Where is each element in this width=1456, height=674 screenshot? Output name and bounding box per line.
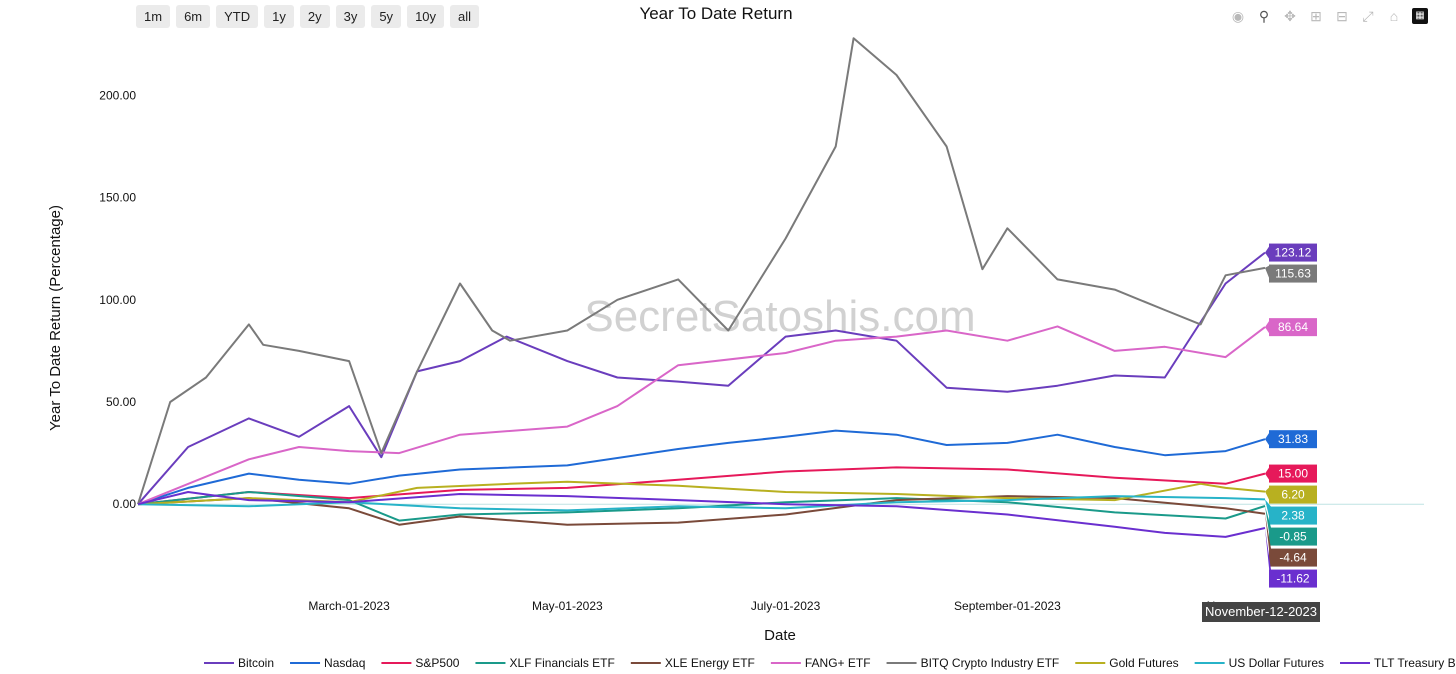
x-tick-label: September-01-2023: [954, 599, 1061, 613]
range-button-1y[interactable]: 1y: [264, 5, 294, 28]
y-tick-label: 200.00: [99, 88, 136, 102]
y-tick-label: 150.00: [99, 191, 136, 205]
camera-icon[interactable]: ◉: [1231, 8, 1245, 24]
legend-label: XLE Energy ETF: [665, 656, 755, 670]
end-label-value: -4.64: [1279, 551, 1307, 565]
end-label-box: [1269, 243, 1317, 262]
y-tick-label: 100.00: [99, 293, 136, 307]
range-button-2y[interactable]: 2y: [299, 5, 330, 28]
end-label-value: 123.12: [1275, 246, 1312, 260]
end-label-box: [1269, 569, 1317, 588]
range-selector: 1m 6m YTD 1y 2y 3y 5y 10y all: [136, 5, 480, 28]
y-tick-label: 50.00: [106, 395, 136, 409]
range-button-6m[interactable]: 6m: [176, 5, 211, 28]
hover-label: November-12-2023: [1202, 602, 1320, 622]
range-button-all[interactable]: all: [450, 5, 480, 28]
legend-item[interactable]: Nasdaq: [290, 656, 365, 670]
series-lines: [137, 37, 1266, 538]
series-line-us-dollar-futures[interactable]: [137, 495, 1266, 512]
end-label-value: 6.20: [1281, 488, 1305, 502]
range-button-3y[interactable]: 3y: [335, 5, 366, 28]
pan-icon[interactable]: ✥: [1284, 8, 1296, 24]
series-line-tlt-treasury-bond-etf[interactable]: [137, 491, 1266, 538]
legend-label: Gold Futures: [1109, 656, 1178, 670]
range-button-1m[interactable]: 1m: [136, 5, 171, 28]
series-line-bitq-crypto-industry-etf[interactable]: [137, 37, 1266, 505]
legend-label: US Dollar Futures: [1229, 656, 1324, 670]
plotly-logo-icon[interactable]: ▦: [1412, 8, 1428, 24]
end-label-value: 31.83: [1278, 432, 1308, 446]
end-label-value: -0.85: [1279, 530, 1307, 544]
legend-item[interactable]: Gold Futures: [1075, 656, 1179, 670]
legend-label: FANG+ ETF: [805, 656, 871, 670]
chart-title: Year To Date Return: [639, 4, 792, 23]
x-tick-label: March-01-2023: [308, 599, 390, 613]
x-axis: March-01-2023 May-01-2023 July-01-2023 Sept…: [308, 599, 1244, 613]
y-tick-label: 0.00: [113, 497, 137, 511]
zoom-in-icon[interactable]: ⊞: [1310, 8, 1322, 24]
end-label-box: [1269, 527, 1317, 546]
x-tick-label: July-01-2023: [751, 599, 821, 613]
end-label-box: [1269, 430, 1317, 449]
end-label-value: 115.63: [1275, 267, 1311, 281]
end-label-value: -11.62: [1276, 572, 1309, 586]
range-button-10y[interactable]: 10y: [407, 5, 445, 28]
legend-item[interactable]: XLE Energy ETF: [630, 656, 755, 670]
end-label-pointer: [1265, 513, 1271, 567]
end-label-box: [1269, 548, 1317, 567]
legend-label: TLT Treasury Bond ETF: [1374, 656, 1456, 670]
zoom-icon[interactable]: ⚲: [1258, 8, 1270, 24]
legend: Bitcoin Nasdaq S&P500 XLF Financials ETF XLE…: [204, 656, 1456, 670]
legend-label: XLF Financials ETF: [509, 656, 614, 670]
y-axis-title: Year To Date Return (Percentage): [47, 205, 64, 431]
end-label-box: [1269, 506, 1317, 525]
legend-item[interactable]: FANG+ ETF: [770, 656, 871, 670]
hover-box: [1202, 602, 1320, 622]
legend-label: S&P500: [415, 656, 459, 670]
end-label-box: [1269, 485, 1317, 504]
series-line-bitcoin[interactable]: [137, 251, 1266, 505]
legend-item[interactable]: TLT Treasury Bond ETF: [1340, 656, 1456, 670]
zoom-out-icon[interactable]: ⊟: [1336, 8, 1348, 24]
series-line-xlf-financials-etf[interactable]: [137, 491, 1266, 522]
watermark: SecretSatoshis.com: [584, 292, 975, 341]
legend-label: BITQ Crypto Industry ETF: [921, 656, 1060, 670]
end-label-value: 86.64: [1278, 320, 1308, 334]
x-axis-title: Date: [764, 627, 796, 644]
x-tick-label: May-01-2023: [532, 599, 603, 613]
legend-item[interactable]: XLF Financials ETF: [475, 656, 615, 670]
legend-item[interactable]: S&P500: [381, 656, 460, 670]
end-label-value: 2.38: [1281, 509, 1305, 523]
range-button-5y[interactable]: 5y: [371, 5, 402, 28]
legend-item[interactable]: BITQ Crypto Industry ETF: [886, 656, 1060, 670]
legend-label: Nasdaq: [324, 656, 365, 670]
hover-date: November-12-2023: [1205, 604, 1317, 619]
series-line-gold-futures[interactable]: [137, 480, 1266, 506]
range-button-ytd[interactable]: YTD: [216, 5, 259, 28]
end-label-box: [1269, 318, 1317, 337]
modebar: ◉ ⚲ ✥ ⊞ ⊟ ⤢ ⌂ ▦: [1230, 8, 1428, 24]
series-line-xle-energy-etf[interactable]: [137, 495, 1266, 526]
end-labels: 123.12 115.63 86.64 31.83 15.00 6.20 2.38 -0.85…: [1265, 243, 1317, 588]
series-line-nasdaq[interactable]: [137, 429, 1266, 506]
end-label-box: [1269, 264, 1317, 283]
reset-axes-icon[interactable]: ⌂: [1389, 8, 1399, 24]
series-line-fang-etf[interactable]: [137, 325, 1266, 506]
legend-item[interactable]: Bitcoin: [204, 656, 274, 670]
legend-item[interactable]: US Dollar Futures: [1194, 656, 1324, 670]
series-line-s-p500[interactable]: [137, 466, 1266, 506]
end-label-value: 15.00: [1278, 467, 1308, 481]
end-label-box: [1269, 464, 1317, 483]
legend-label: Bitcoin: [238, 656, 274, 670]
autoscale-icon[interactable]: ⤢: [1362, 8, 1374, 24]
